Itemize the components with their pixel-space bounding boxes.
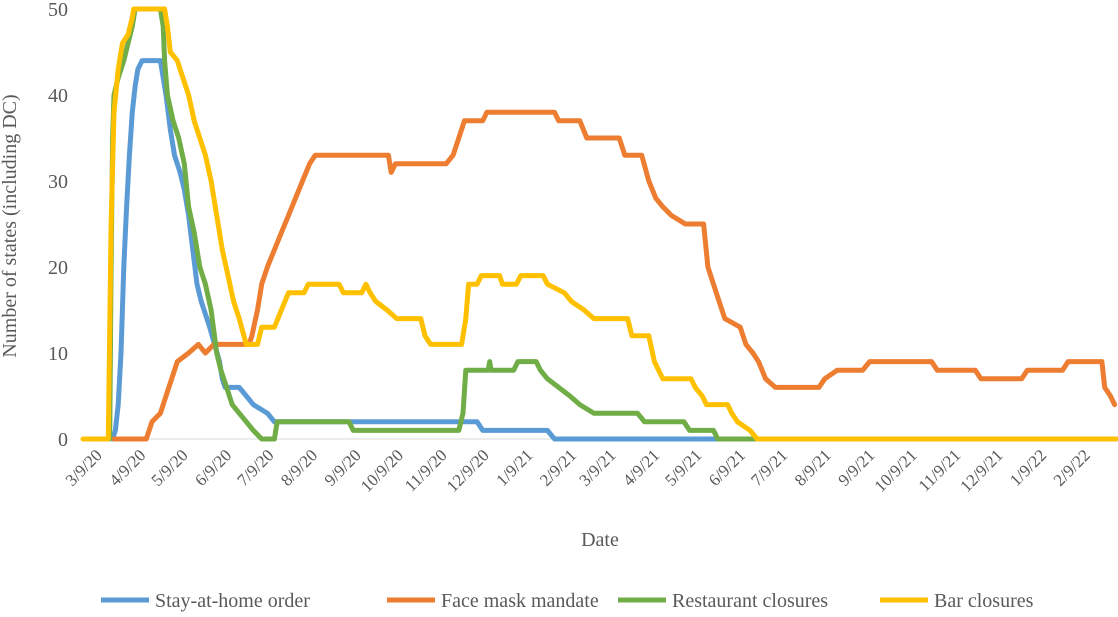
- x-tick-label: 6/9/21: [705, 446, 749, 490]
- legend-label: Stay-at-home order: [155, 590, 310, 612]
- x-tick-label: 3/9/20: [62, 446, 106, 490]
- legend: Stay-at-home order Face mask mandate Resta…: [101, 590, 1034, 612]
- x-tick-label: 5/9/20: [148, 446, 192, 490]
- y-tick-label: 20: [48, 257, 68, 279]
- legend-label: Restaurant closures: [672, 590, 828, 612]
- x-tick-label: 11/9/21: [915, 446, 965, 496]
- x-tick-label: 3/9/21: [575, 446, 619, 490]
- x-tick-label: 7/9/20: [233, 446, 277, 490]
- y-tick-label: 50: [48, 0, 68, 21]
- y-tick-label: 30: [48, 171, 68, 193]
- series-line-bar-closures: [80, 6, 1118, 442]
- x-tick-label: 8/9/20: [277, 446, 321, 490]
- legend-label: Face mask mandate: [441, 590, 599, 612]
- x-tick-label: 10/9/21: [871, 446, 921, 496]
- x-tick-label: 4/9/20: [105, 446, 149, 490]
- x-tick-label: 2/9/22: [1050, 446, 1094, 490]
- x-axis-title: Date: [581, 529, 619, 551]
- x-tick-label: 2/9/21: [536, 446, 580, 490]
- plot-lines: [80, 6, 1118, 442]
- y-tick-label: 40: [48, 85, 68, 107]
- series-line-restaurant-closures: [107, 6, 1118, 442]
- x-tick-label: 4/9/21: [619, 446, 663, 490]
- x-axis-ticks: 3/9/20 4/9/205/9/20 6/9/207/9/20 8/9/20 9/9/…: [62, 446, 1094, 496]
- x-tick-label: 8/9/21: [791, 446, 835, 490]
- series-line-face-mask-mandate: [111, 109, 1118, 442]
- x-tick-label: 6/9/20: [191, 446, 235, 490]
- y-axis-ticks: 0 10 20 30 40 50: [48, 0, 68, 451]
- x-tick-label: 12/9/20: [443, 446, 493, 496]
- x-tick-label: 7/9/21: [747, 446, 791, 490]
- x-tick-label: 1/9/21: [492, 446, 536, 490]
- x-tick-label: 1/9/22: [1006, 446, 1050, 490]
- x-tick-label: 10/9/20: [357, 446, 407, 496]
- series-line-stay-at-home-order: [110, 58, 1118, 442]
- x-tick-label: 11/9/20: [401, 446, 451, 496]
- y-tick-label: 10: [48, 343, 68, 365]
- x-tick-label: 12/9/21: [956, 446, 1006, 496]
- legend-label: Bar closures: [934, 590, 1034, 612]
- y-tick-label: 0: [58, 429, 68, 451]
- x-tick-label: 5/9/21: [661, 446, 705, 490]
- y-axis-title: Number of states (including DC): [0, 94, 21, 357]
